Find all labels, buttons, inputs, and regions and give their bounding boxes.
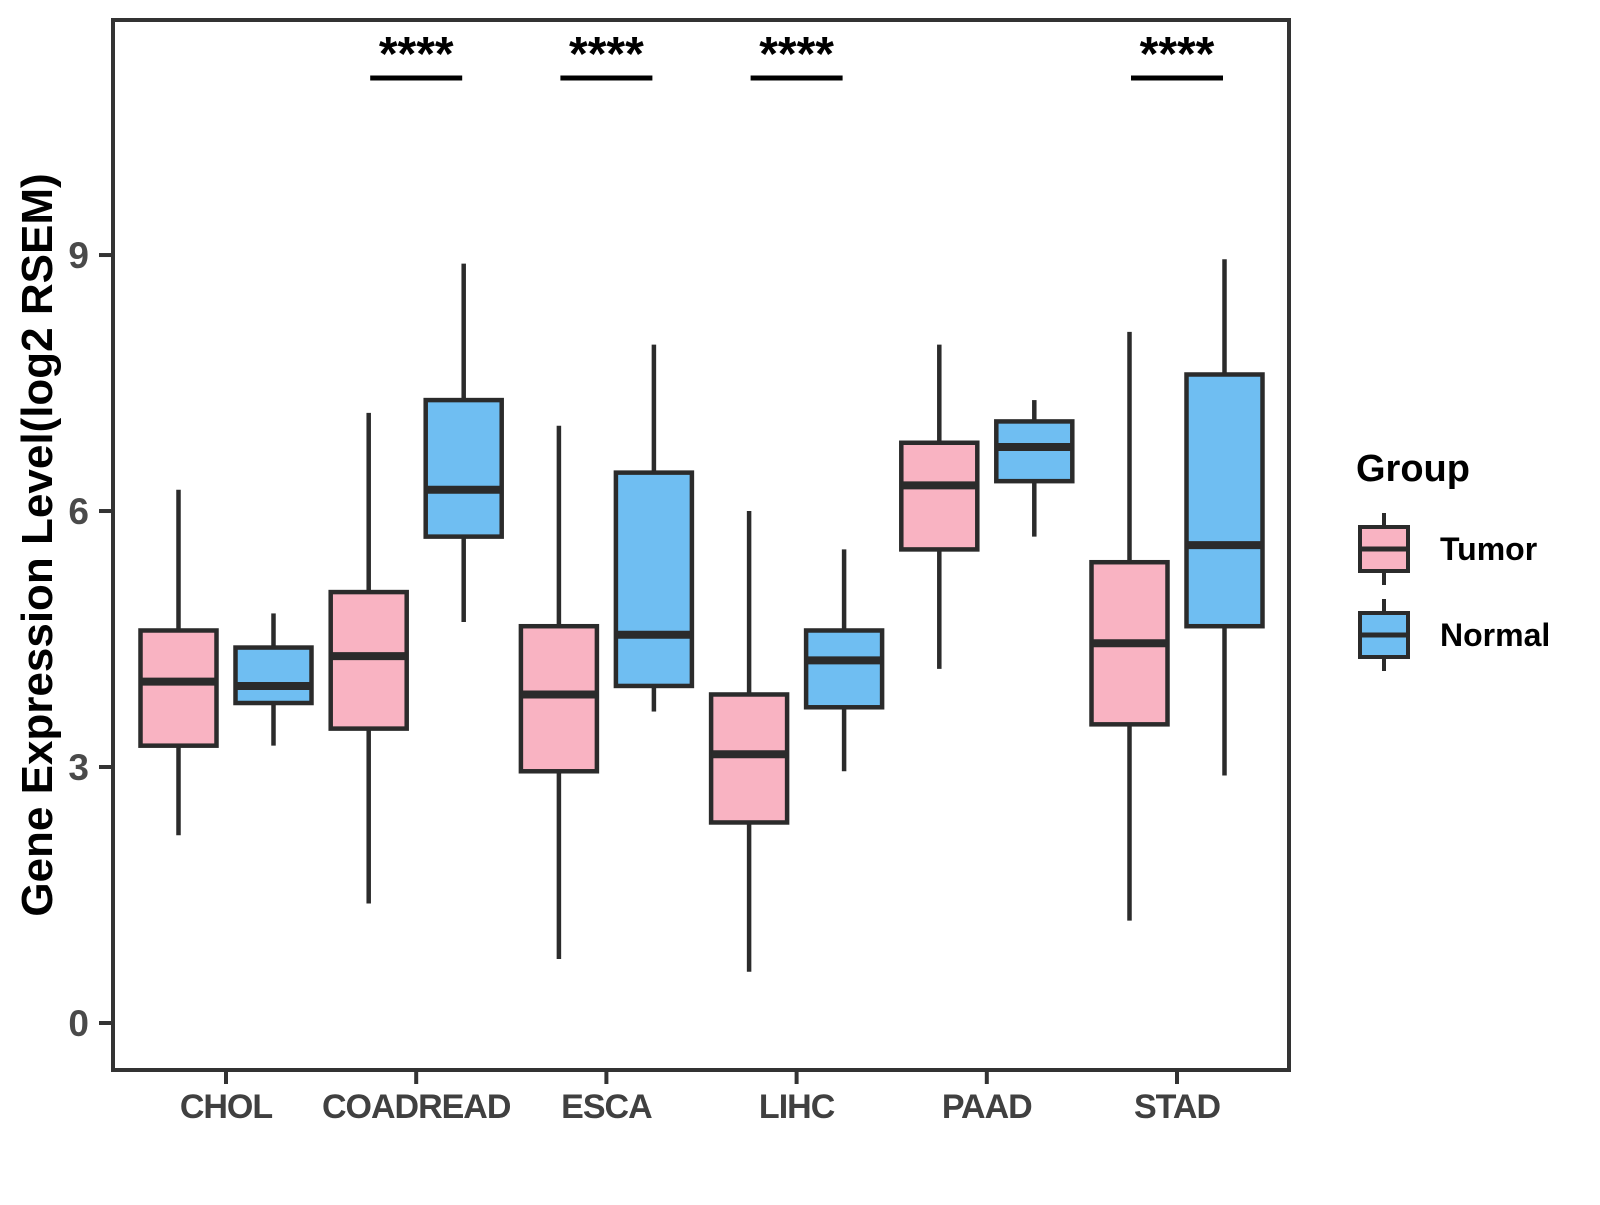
significance-stars-stad: **** xyxy=(1140,28,1215,81)
plot-panel xyxy=(111,18,1291,1072)
x-tick-label-chol: CHOL xyxy=(180,1088,273,1126)
box-chol-normal xyxy=(233,645,314,706)
legend-item-tumor: Tumor xyxy=(1356,513,1596,585)
box-coadread-normal xyxy=(423,397,504,539)
box-esca-normal xyxy=(613,470,695,689)
box-paad-normal xyxy=(994,419,1075,484)
x-tick-label-coadread: COADREAD xyxy=(322,1088,511,1126)
significance-stars-esca: **** xyxy=(569,28,644,81)
legend-label-tumor: Tumor xyxy=(1440,530,1538,567)
significance-stars-lihc: **** xyxy=(759,28,834,81)
normal-boxplot-glyph-icon xyxy=(1358,599,1410,671)
legend: Group Tumor Normal xyxy=(1356,448,1596,671)
box-stad-normal xyxy=(1184,372,1265,629)
y-tick-label: 6 xyxy=(68,491,89,532)
box-lihc-normal xyxy=(803,628,885,710)
y-axis-title: Gene Expression Level(log2 RSEM) xyxy=(13,173,62,917)
box-lihc-tumor xyxy=(708,692,790,825)
x-tick-label-lihc: LIHC xyxy=(759,1088,835,1126)
tumor-boxplot-glyph-icon xyxy=(1358,513,1410,585)
y-tick-label: 9 xyxy=(68,235,89,276)
box-esca-tumor xyxy=(518,623,600,774)
box-coadread-tumor xyxy=(328,589,409,731)
x-tick-label-paad: PAAD xyxy=(942,1088,1032,1126)
legend-item-normal: Normal xyxy=(1356,599,1596,671)
legend-title: Group xyxy=(1356,448,1470,490)
box-paad-tumor xyxy=(899,440,980,552)
legend-label-normal: Normal xyxy=(1440,616,1551,653)
x-tick-label-stad: STAD xyxy=(1134,1088,1220,1126)
box-chol-tumor xyxy=(138,628,219,748)
significance-stars-coadread: **** xyxy=(379,28,454,81)
x-tick-label-esca: ESCA xyxy=(561,1088,652,1126)
y-tick-label: 3 xyxy=(68,747,89,788)
y-tick-label: 0 xyxy=(68,1003,89,1044)
